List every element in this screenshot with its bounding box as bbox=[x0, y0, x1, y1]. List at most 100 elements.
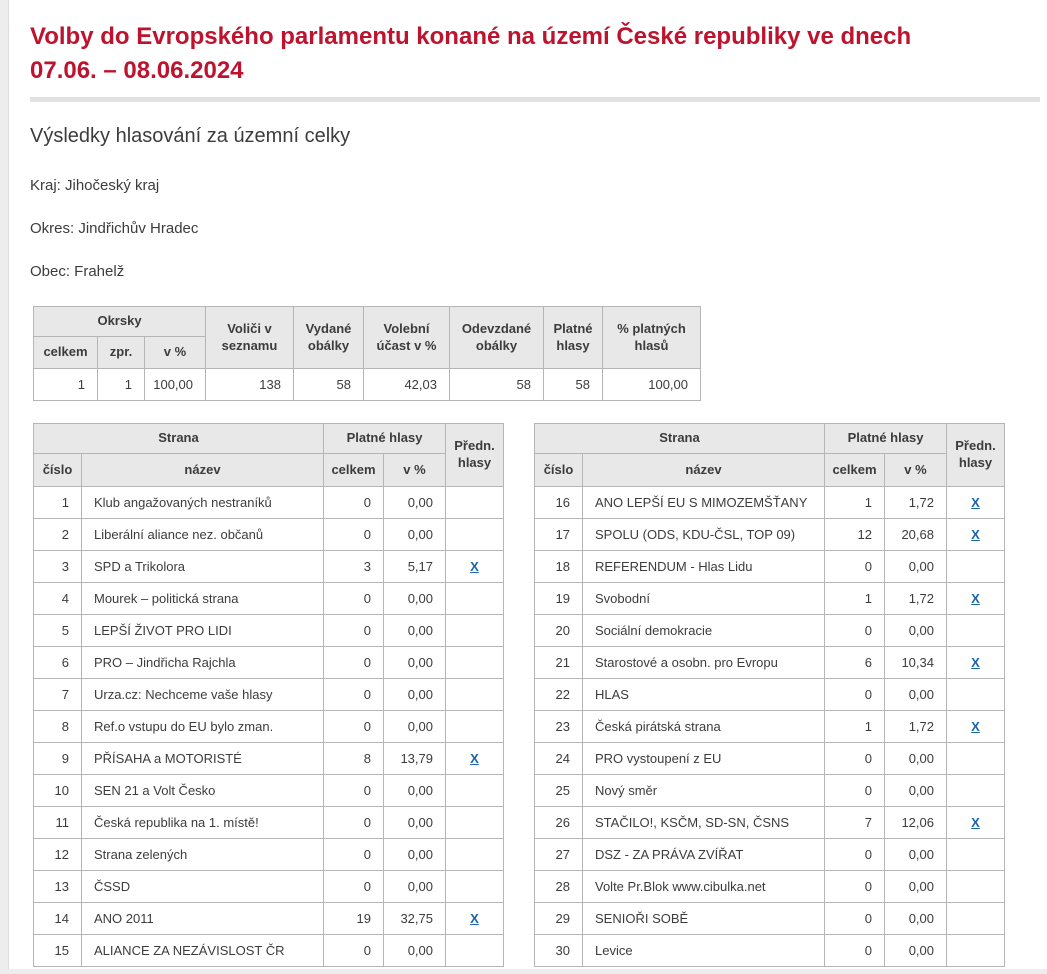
party-row: 18 REFERENDUM - Hlas Lidu 0 0,00 bbox=[534, 550, 1005, 583]
platne-hlasy-value: 58 bbox=[543, 368, 603, 401]
party-name: SEN 21 a Volt Česko bbox=[81, 774, 324, 807]
party-votes-total: 0 bbox=[323, 806, 384, 839]
preferential-votes-link[interactable]: X bbox=[971, 719, 980, 734]
party-votes-percent: 0,00 bbox=[884, 902, 947, 935]
column-header-odevzdane-obalky: Odevzdané obálky bbox=[449, 306, 544, 369]
page-left-margin bbox=[0, 0, 9, 974]
preferential-votes-link[interactable]: X bbox=[470, 751, 479, 766]
party-number: 7 bbox=[33, 678, 82, 711]
party-name: HLAS bbox=[582, 678, 825, 711]
party-number: 19 bbox=[534, 582, 583, 615]
party-votes-percent: 0,00 bbox=[383, 934, 446, 967]
party-number: 22 bbox=[534, 678, 583, 711]
preferential-votes-link[interactable]: X bbox=[971, 655, 980, 670]
party-votes-percent: 0,00 bbox=[383, 486, 446, 519]
party-number: 18 bbox=[534, 550, 583, 583]
party-row: 3 SPD a Trikolora 3 5,17 X bbox=[33, 550, 504, 583]
party-row: 23 Česká pirátská strana 1 1,72 X bbox=[534, 710, 1005, 743]
party-votes-percent: 0,00 bbox=[884, 550, 947, 583]
party-name: Sociální demokracie bbox=[582, 614, 825, 647]
turnout-summary-table: Okrsky Voliči v seznamu Vydané obálky Vo… bbox=[33, 306, 701, 401]
column-header-okrsky: Okrsky bbox=[33, 306, 206, 337]
party-pref-cell bbox=[946, 614, 1005, 647]
section-title: Výsledky hlasování za územní celky bbox=[30, 125, 351, 147]
party-votes-total: 0 bbox=[323, 870, 384, 903]
party-votes-total: 7 bbox=[824, 806, 885, 839]
party-row: 30 Levice 0 0,00 bbox=[534, 934, 1005, 967]
party-number: 27 bbox=[534, 838, 583, 871]
party-pref-cell bbox=[445, 934, 504, 967]
party-results-section: Strana Platné hlasy Předn. hlasy číslo n… bbox=[33, 423, 1047, 967]
party-pref-cell bbox=[445, 870, 504, 903]
party-row: 8 Ref.o vstupu do EU bylo zman. 0 0,00 bbox=[33, 710, 504, 743]
party-name: SPOLU (ODS, KDU-ČSL, TOP 09) bbox=[582, 518, 825, 551]
party-pref-cell bbox=[946, 902, 1005, 935]
preferential-votes-link[interactable]: X bbox=[470, 911, 479, 926]
page-bottom-margin bbox=[0, 969, 1047, 974]
party-name: Strana zelených bbox=[81, 838, 324, 871]
party-number: 8 bbox=[33, 710, 82, 743]
column-header-celkem: celkem bbox=[824, 453, 885, 487]
party-row: 21 Starostové a osobn. pro Evropu 6 10,3… bbox=[534, 646, 1005, 679]
party-row: 16 ANO LEPŠÍ EU S MIMOZEMŠŤANY 1 1,72 X bbox=[534, 486, 1005, 519]
party-row: 25 Nový směr 0 0,00 bbox=[534, 774, 1005, 807]
party-name: SENIOŘI SOBĚ bbox=[582, 902, 825, 935]
page-title-line-2: 07.06. – 08.06.2024 bbox=[30, 57, 244, 84]
party-number: 16 bbox=[534, 486, 583, 519]
party-votes-percent: 0,00 bbox=[884, 838, 947, 871]
party-votes-percent: 0,00 bbox=[884, 742, 947, 775]
column-header-okrsky-zpr: zpr. bbox=[97, 336, 145, 369]
party-votes-total: 0 bbox=[323, 774, 384, 807]
party-votes-total: 3 bbox=[323, 550, 384, 583]
party-votes-percent: 0,00 bbox=[383, 870, 446, 903]
party-name: Nový směr bbox=[582, 774, 825, 807]
party-votes-percent: 0,00 bbox=[884, 678, 947, 711]
preferential-votes-link[interactable]: X bbox=[971, 527, 980, 542]
vydane-obalky-value: 58 bbox=[293, 368, 364, 401]
party-number: 20 bbox=[534, 614, 583, 647]
party-pref-cell bbox=[445, 774, 504, 807]
party-row: 12 Strana zelených 0 0,00 bbox=[33, 838, 504, 871]
column-header-strana: Strana bbox=[33, 423, 324, 454]
party-table-left: Strana Platné hlasy Předn. hlasy číslo n… bbox=[33, 423, 504, 967]
party-name: Urza.cz: Nechceme vaše hlasy bbox=[81, 678, 324, 711]
party-votes-percent: 0,00 bbox=[884, 614, 947, 647]
party-row: 27 DSZ - ZA PRÁVA ZVÍŘAT 0 0,00 bbox=[534, 838, 1005, 871]
party-pref-cell bbox=[445, 582, 504, 615]
party-number: 5 bbox=[33, 614, 82, 647]
column-header-vydane-obalky: Vydané obálky bbox=[293, 306, 364, 369]
party-pref-cell bbox=[946, 742, 1005, 775]
party-name: Liberální aliance nez. občanů bbox=[81, 518, 324, 551]
region-info: Kraj: Jihočeský kraj Okres: Jindřichův H… bbox=[30, 177, 1047, 280]
party-votes-percent: 0,00 bbox=[383, 710, 446, 743]
party-number: 11 bbox=[33, 806, 82, 839]
preferential-votes-link[interactable]: X bbox=[971, 591, 980, 606]
column-header-platne-hlasy: Platné hlasy bbox=[824, 423, 947, 454]
party-pref-cell: X bbox=[946, 710, 1005, 743]
preferential-votes-link[interactable]: X bbox=[470, 559, 479, 574]
party-pref-cell bbox=[946, 838, 1005, 871]
party-name: LEPŠÍ ŽIVOT PRO LIDI bbox=[81, 614, 324, 647]
party-votes-total: 8 bbox=[323, 742, 384, 775]
party-number: 30 bbox=[534, 934, 583, 967]
party-votes-total: 0 bbox=[323, 486, 384, 519]
party-votes-percent: 12,06 bbox=[884, 806, 947, 839]
party-number: 10 bbox=[33, 774, 82, 807]
party-name: SPD a Trikolora bbox=[81, 550, 324, 583]
party-name: Volte Pr.Blok www.cibulka.net bbox=[582, 870, 825, 903]
preferential-votes-link[interactable]: X bbox=[971, 495, 980, 510]
party-name: PRO vystoupení z EU bbox=[582, 742, 825, 775]
column-header-okrsky-v-pct: v % bbox=[144, 336, 206, 369]
party-number: 15 bbox=[33, 934, 82, 967]
party-pref-cell: X bbox=[946, 518, 1005, 551]
party-votes-percent: 0,00 bbox=[884, 934, 947, 967]
party-votes-percent: 13,79 bbox=[383, 742, 446, 775]
odevzdane-obalky-value: 58 bbox=[449, 368, 544, 401]
preferential-votes-link[interactable]: X bbox=[971, 815, 980, 830]
party-pref-cell bbox=[946, 774, 1005, 807]
party-number: 4 bbox=[33, 582, 82, 615]
party-pref-cell: X bbox=[946, 806, 1005, 839]
party-pref-cell bbox=[445, 806, 504, 839]
party-votes-percent: 0,00 bbox=[884, 870, 947, 903]
page-title-line-1: Volby do Evropského parlamentu konané na… bbox=[30, 23, 912, 50]
